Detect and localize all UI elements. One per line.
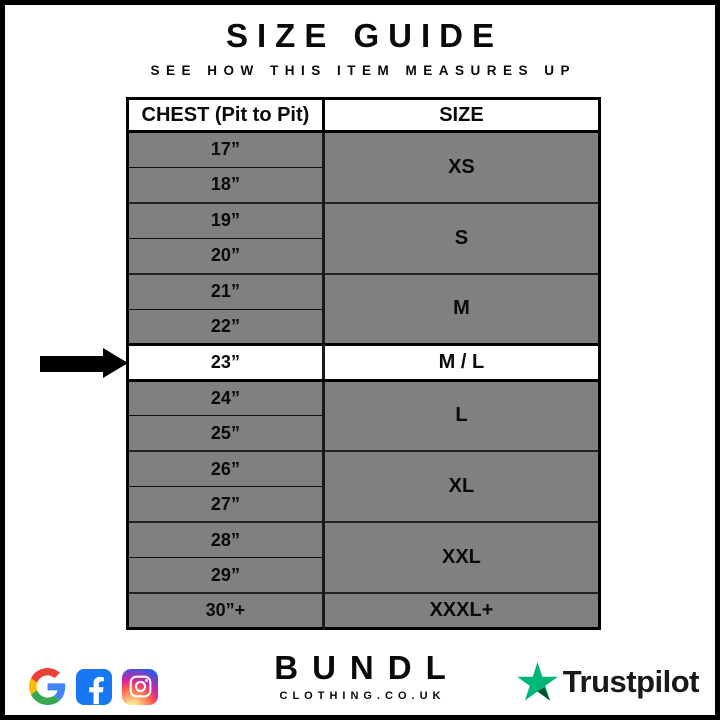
table-row: 29” bbox=[127, 557, 600, 593]
size-cell: XXL bbox=[323, 521, 600, 593]
arrow-shaft bbox=[40, 355, 104, 372]
size-cell: M bbox=[323, 272, 600, 345]
brand-domain: CLOTHING.CO.UK bbox=[279, 690, 446, 702]
table-row: 20” bbox=[127, 237, 600, 274]
chest-measurement-cell: 24” bbox=[127, 379, 325, 416]
chest-measurement-cell: 19” bbox=[127, 201, 325, 238]
table-row: 27” bbox=[127, 486, 600, 522]
chest-measurement-cell: 28” bbox=[127, 521, 325, 558]
chest-measurement-cell: 30”+ bbox=[127, 592, 325, 629]
chest-column-header: CHEST (Pit to Pit) bbox=[127, 98, 325, 133]
table-row: 23” M / L bbox=[127, 343, 600, 382]
size-cell: XL bbox=[323, 450, 600, 522]
google-icon[interactable] bbox=[29, 668, 66, 705]
table-row: 21” M bbox=[127, 272, 600, 345]
highlight-arrow-icon bbox=[40, 348, 128, 379]
size-cell: XXXL+ bbox=[323, 592, 600, 629]
table-row: 24” L bbox=[127, 379, 600, 451]
size-column-header: SIZE bbox=[323, 98, 600, 133]
page-title: SIZE GUIDE bbox=[225, 17, 504, 54]
table-row: 25” bbox=[127, 415, 600, 451]
chest-measurement-cell: 21” bbox=[127, 272, 325, 309]
trustpilot-label: Trustpilot bbox=[562, 663, 700, 699]
table-row: 22” bbox=[127, 308, 600, 345]
table-row: 30”+ XXXL+ bbox=[127, 592, 600, 629]
size-cell: XS bbox=[323, 130, 600, 203]
chest-measurement-cell: 17” bbox=[127, 130, 325, 167]
arrow-head bbox=[103, 348, 128, 378]
table-row: 19” S bbox=[127, 201, 600, 274]
chest-measurement-cell: 25” bbox=[127, 415, 325, 451]
table-header-row: CHEST (Pit to Pit) SIZE bbox=[127, 98, 600, 133]
chest-measurement-cell: 20” bbox=[127, 237, 325, 274]
trustpilot-logo[interactable]: Trustpilot bbox=[516, 662, 700, 701]
size-table-wrap: CHEST (Pit to Pit) SIZE 17” XS 18” 19” S 20” 2… bbox=[126, 97, 601, 630]
size-table: CHEST (Pit to Pit) SIZE 17” XS 18” 19” S 20” 2… bbox=[126, 97, 601, 630]
chest-measurement-cell: 27” bbox=[127, 486, 325, 522]
size-table-body: 17” XS 18” 19” S 20” 21” M 22” 23” M / L 24” L 25” 26”… bbox=[127, 130, 600, 629]
table-row: 28” XXL bbox=[127, 521, 600, 593]
table-row: 26” XL bbox=[127, 450, 600, 522]
table-row: 18” bbox=[127, 166, 600, 203]
chest-measurement-cell: 22” bbox=[127, 308, 325, 345]
size-cell: M / L bbox=[323, 343, 600, 382]
table-row: 17” XS bbox=[127, 130, 600, 203]
page-subtitle: SEE HOW THIS ITEM MEASURES UP bbox=[150, 63, 577, 78]
chest-measurement-cell: 26” bbox=[127, 450, 325, 487]
brand-logo: BUNDL CLOTHING.CO.UK bbox=[5, 649, 715, 702]
chest-measurement-cell: 23” bbox=[127, 343, 325, 382]
trustpilot-star-icon bbox=[516, 662, 558, 701]
facebook-icon[interactable] bbox=[76, 668, 112, 705]
social-icons bbox=[29, 668, 158, 705]
chest-measurement-cell: 18” bbox=[127, 166, 325, 203]
size-cell: L bbox=[323, 379, 600, 451]
instagram-icon[interactable] bbox=[122, 668, 158, 705]
chest-measurement-cell: 29” bbox=[127, 557, 325, 593]
brand-name: BUNDL bbox=[274, 649, 460, 686]
size-cell: S bbox=[323, 201, 600, 274]
